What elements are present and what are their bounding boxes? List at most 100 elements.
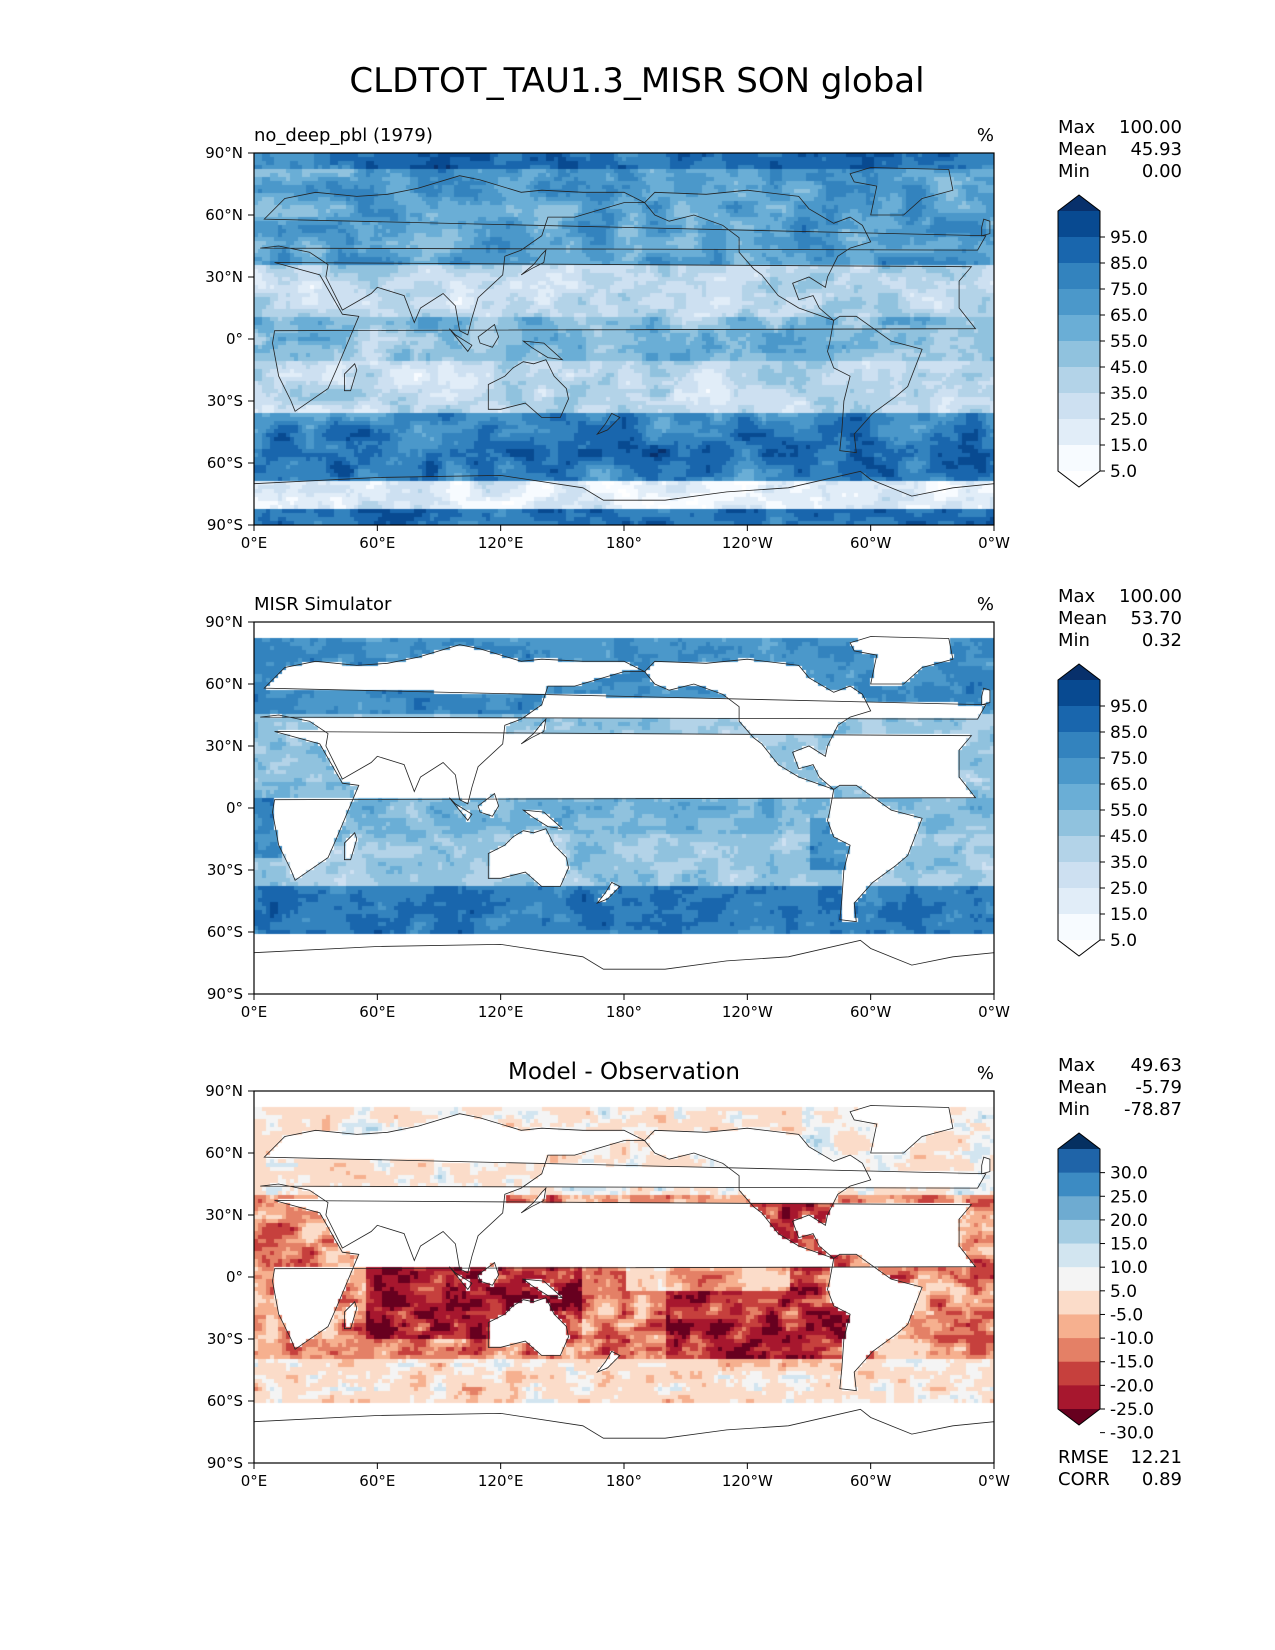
- y-tick-label: 60°N: [205, 1144, 243, 1162]
- colorbar-segment: [1058, 1385, 1100, 1410]
- map-field-model: [254, 153, 994, 525]
- colorbar-label: 30.0: [1110, 1164, 1148, 1184]
- stat-label: Mean: [1058, 139, 1107, 160]
- x-tick-label: 0°W: [978, 534, 1010, 552]
- figure-title: CLDTOT_TAU1.3_MISR SON global: [349, 61, 924, 101]
- colorbar: 95.0 85.0 75.0 65.0 55.0 45.0 35.0 25.0 15.0 5.0: [1057, 194, 1148, 488]
- colorbar-label: 25.0: [1110, 410, 1148, 430]
- x-tick-label: 120°E: [478, 534, 524, 552]
- colorbar-label: 95.0: [1110, 697, 1148, 717]
- colorbar-segment: [1058, 1172, 1100, 1197]
- x-tick-label: 120°E: [478, 1472, 524, 1490]
- stat-value: 100.00: [1119, 586, 1182, 607]
- colorbar-label: 65.0: [1110, 775, 1148, 795]
- stat-label: Mean: [1058, 1077, 1107, 1098]
- colorbar-segment: [1058, 1338, 1100, 1363]
- colorbar-label: 85.0: [1110, 254, 1148, 274]
- colorbar-segment: [1058, 888, 1100, 915]
- colorbar-segment: [1058, 393, 1100, 420]
- colorbar: 30.0 25.0 20.0 15.0 10.0 5.0 -5.0 -10.0 -15.0 -20…: [1057, 1132, 1154, 1444]
- colorbar-label: 15.0: [1110, 436, 1148, 456]
- colorbar-label: 35.0: [1110, 853, 1148, 873]
- colorbar-segment: [1058, 836, 1100, 863]
- colorbar-segment: [1058, 445, 1100, 472]
- colorbar-segment: [1058, 263, 1100, 290]
- y-tick-label: 0°: [226, 1268, 243, 1286]
- colorbar-segment: [1058, 289, 1100, 316]
- y-tick-label: 0°: [226, 330, 243, 348]
- y-tick-label: 30°N: [205, 268, 243, 286]
- y-tick-label: 60°N: [205, 206, 243, 224]
- colorbar-segment: [1058, 810, 1100, 837]
- colorbar-segment: [1058, 1219, 1100, 1245]
- stat-value: 100.00: [1119, 117, 1182, 138]
- stat-value: 0.89: [1142, 1469, 1182, 1490]
- colorbar-segment: [1058, 862, 1100, 889]
- x-tick-label: 0°E: [241, 1003, 268, 1021]
- y-tick-label: 90°N: [205, 144, 243, 162]
- x-tick-label: 60°W: [850, 534, 892, 552]
- x-tick-label: 120°W: [722, 1472, 773, 1490]
- y-tick-label: 60°S: [207, 1392, 243, 1410]
- x-tick-label: 180°: [606, 1003, 642, 1021]
- y-tick-label: 30°S: [207, 861, 243, 879]
- x-tick-label: 120°W: [722, 1003, 773, 1021]
- x-tick-label: 120°W: [722, 534, 773, 552]
- map-field-obs: [254, 622, 994, 994]
- colorbar-label: 5.0: [1110, 931, 1137, 951]
- colorbar-label: 10.0: [1110, 1258, 1148, 1278]
- stat-label: Max: [1058, 586, 1096, 607]
- stat-label: Max: [1058, 117, 1096, 138]
- colorbar-label: 15.0: [1110, 905, 1148, 925]
- y-tick-label: 30°S: [207, 392, 243, 410]
- panel-left-title: no_deep_pbl (1979): [254, 125, 433, 146]
- stat-value: 45.93: [1130, 139, 1182, 160]
- y-tick-label: 90°S: [207, 985, 243, 1003]
- colorbar-label: 15.0: [1110, 1235, 1148, 1255]
- colorbar-label: 45.0: [1110, 358, 1148, 378]
- panel-units: %: [977, 1063, 994, 1084]
- colorbar-label: 75.0: [1110, 749, 1148, 769]
- y-tick-label: 0°: [226, 799, 243, 817]
- colorbar-segment: [1058, 1361, 1100, 1386]
- colorbar-label: 35.0: [1110, 384, 1148, 404]
- colorbar-label: 25.0: [1110, 879, 1148, 899]
- colorbar-label: 5.0: [1110, 462, 1137, 482]
- stat-value: 0.00: [1142, 161, 1182, 182]
- colorbar-label: -15.0: [1110, 1353, 1154, 1373]
- panel-obs: 90°N 60°N 30°N 0° 30°S 60°S 90°S0°E 60°E 120°E 18…: [205, 586, 1182, 1021]
- x-tick-label: 120°E: [478, 1003, 524, 1021]
- x-tick-label: 180°: [606, 534, 642, 552]
- colorbar: 95.0 85.0 75.0 65.0 55.0 45.0 35.0 25.0 15.0 5.0: [1057, 663, 1148, 957]
- colorbar-segment: [1058, 784, 1100, 811]
- colorbar-label: 25.0: [1110, 1187, 1148, 1207]
- y-tick-label: 90°N: [205, 613, 243, 631]
- colorbar-label: 55.0: [1110, 801, 1148, 821]
- colorbar-segment: [1058, 914, 1100, 941]
- coastlines: [253, 636, 995, 995]
- colorbar-label: -30.0: [1110, 1424, 1154, 1444]
- y-tick-label: 90°S: [207, 1454, 243, 1472]
- y-tick-label: 60°N: [205, 675, 243, 693]
- colorbar-segment: [1058, 237, 1100, 264]
- coastlines: [253, 167, 995, 526]
- x-tick-label: 0°W: [978, 1472, 1010, 1490]
- map-field-diff: [254, 1091, 994, 1463]
- y-tick-label: 60°S: [207, 454, 243, 472]
- stat-value: 0.32: [1142, 630, 1182, 651]
- colorbar-label: 95.0: [1110, 228, 1148, 248]
- stat-label: Min: [1058, 161, 1090, 182]
- colorbar-label: 5.0: [1110, 1282, 1137, 1302]
- y-tick-label: 30°N: [205, 1206, 243, 1224]
- colorbar-label: -20.0: [1110, 1376, 1154, 1396]
- x-tick-label: 60°E: [359, 1472, 395, 1490]
- stat-label: Min: [1058, 630, 1090, 651]
- panel-center-title: Model - Observation: [508, 1059, 740, 1085]
- x-tick-label: 180°: [606, 1472, 642, 1490]
- y-tick-label: 90°N: [205, 1082, 243, 1100]
- x-tick-label: 60°W: [850, 1003, 892, 1021]
- colorbar-segment: [1058, 758, 1100, 785]
- stat-label: Max: [1058, 1055, 1096, 1076]
- panel-left-title: MISR Simulator: [254, 594, 392, 615]
